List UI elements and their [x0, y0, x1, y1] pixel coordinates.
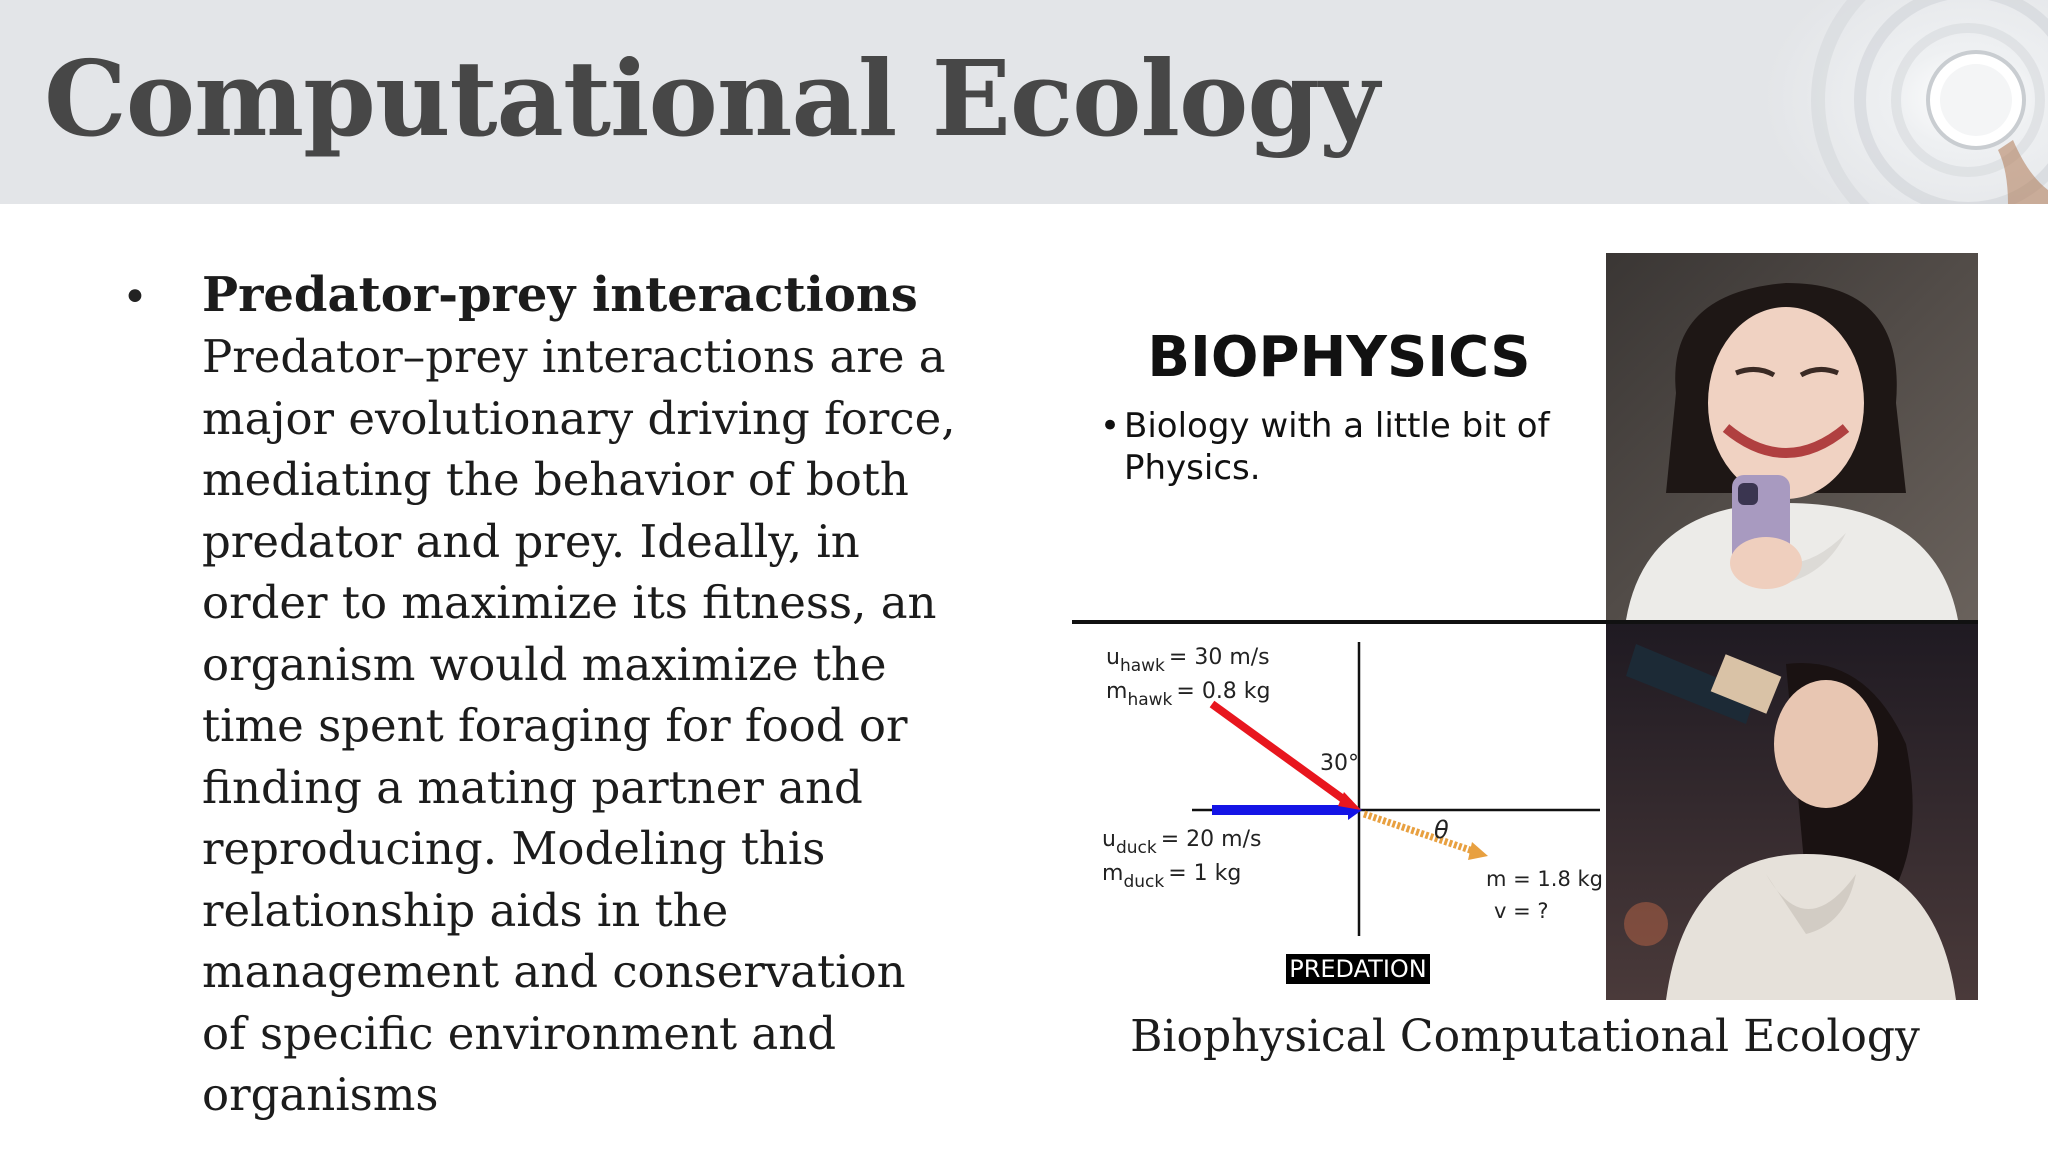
woman-smiling-photo — [1606, 253, 1978, 620]
body-line: relationship aids in the — [202, 883, 729, 937]
duck-mass-sub: duck — [1123, 872, 1164, 892]
image-caption: Biophysical Computational Ecology — [1130, 1011, 1920, 1062]
duck-speed-value: = 20 m/s — [1161, 827, 1262, 852]
svg-text:uhawk= 30 m/s: uhawk = 30 m/s — [1106, 645, 1270, 676]
body-line: organisms — [202, 1068, 439, 1121]
svg-text:mduck= 1 kg: mduck = 1 kg — [1102, 861, 1241, 892]
result-velocity: v = ? — [1494, 899, 1549, 923]
biophysics-title: BIOPHYSICS — [1147, 325, 1531, 390]
title-banner: Computational Ecology — [0, 0, 2048, 204]
hawk-mass-label: m — [1106, 679, 1127, 704]
theta-label: θ — [1434, 816, 1449, 844]
slide-title: Computational Ecology — [44, 37, 1380, 160]
biophysics-bullet-line: Biology with a little bit of — [1124, 406, 1550, 446]
duck-speed-sub: duck — [1116, 838, 1157, 858]
body-line: predator and prey. Ideally, in — [202, 514, 860, 568]
meme-divider — [1072, 620, 1978, 624]
body-line: organism would maximize the — [202, 637, 887, 691]
body-line: of specific environment and — [202, 1006, 836, 1060]
biophysics-bullet-line: Physics. — [1124, 448, 1261, 488]
hawk-arrow — [1209, 700, 1353, 808]
result-mass: m = 1.8 kg — [1486, 867, 1603, 891]
body-line: order to maximize its fitness, an — [202, 576, 937, 629]
predation-panel: uhawk = 30 m/s mhawk = 0.8 kg 30° θ uduck =… — [1072, 624, 1606, 1000]
hawk-mass-value: = 0.8 kg — [1176, 679, 1270, 704]
predation-diagram: uhawk = 30 m/s mhawk = 0.8 kg 30° θ uduck =… — [1102, 642, 1603, 936]
bullet-body: Predator–prey interactions are a major e… — [202, 326, 1022, 1126]
body-line: major evolutionary driving force, — [202, 391, 956, 445]
hawk-speed-label: u — [1106, 645, 1120, 670]
predation-tag: PREDATION — [1286, 954, 1430, 984]
woman-drinking-photo — [1606, 624, 1978, 1000]
body-line: time spent foraging for food or — [202, 699, 908, 752]
hawk-mass-sub: hawk — [1127, 690, 1172, 710]
bullet-content: Predator-prey interactions Predator–prey… — [202, 264, 1022, 1126]
bullet-marker: • — [122, 272, 148, 323]
body-line: reproducing. Modeling this — [202, 822, 826, 875]
corner-decorative-image — [1758, 0, 2048, 204]
hawk-speed-value: = 30 m/s — [1169, 645, 1270, 670]
angle-label: 30° — [1320, 751, 1359, 776]
body-line: finding a mating partner and — [202, 760, 863, 814]
duck-speed-label: u — [1102, 827, 1116, 852]
hawk-speed-sub: hawk — [1120, 656, 1165, 676]
hawk-arrowhead — [1338, 792, 1361, 810]
body-line: management and conservation — [202, 945, 906, 998]
body-line: mediating the behavior of both — [202, 453, 909, 506]
result-arrow — [1362, 810, 1478, 856]
svg-text:uduck= 20 m/s: uduck = 20 m/s — [1102, 827, 1261, 858]
meme-image: BIOPHYSICS Biology with a little bit of … — [1072, 253, 1978, 1000]
svg-text:mhawk= 0.8 kg: mhawk = 0.8 kg — [1106, 679, 1271, 710]
result-arrowhead — [1468, 842, 1488, 860]
biophysics-bullet: Biology with a little bit of Physics. — [1100, 405, 1594, 489]
bullet-heading: Predator-prey interactions — [202, 267, 918, 323]
biophysics-panel: BIOPHYSICS Biology with a little bit of … — [1072, 253, 1606, 620]
duck-mass-value: = 1 kg — [1168, 861, 1241, 886]
body-line: Predator–prey interactions are a — [202, 330, 946, 383]
duck-mass-label: m — [1102, 861, 1123, 886]
